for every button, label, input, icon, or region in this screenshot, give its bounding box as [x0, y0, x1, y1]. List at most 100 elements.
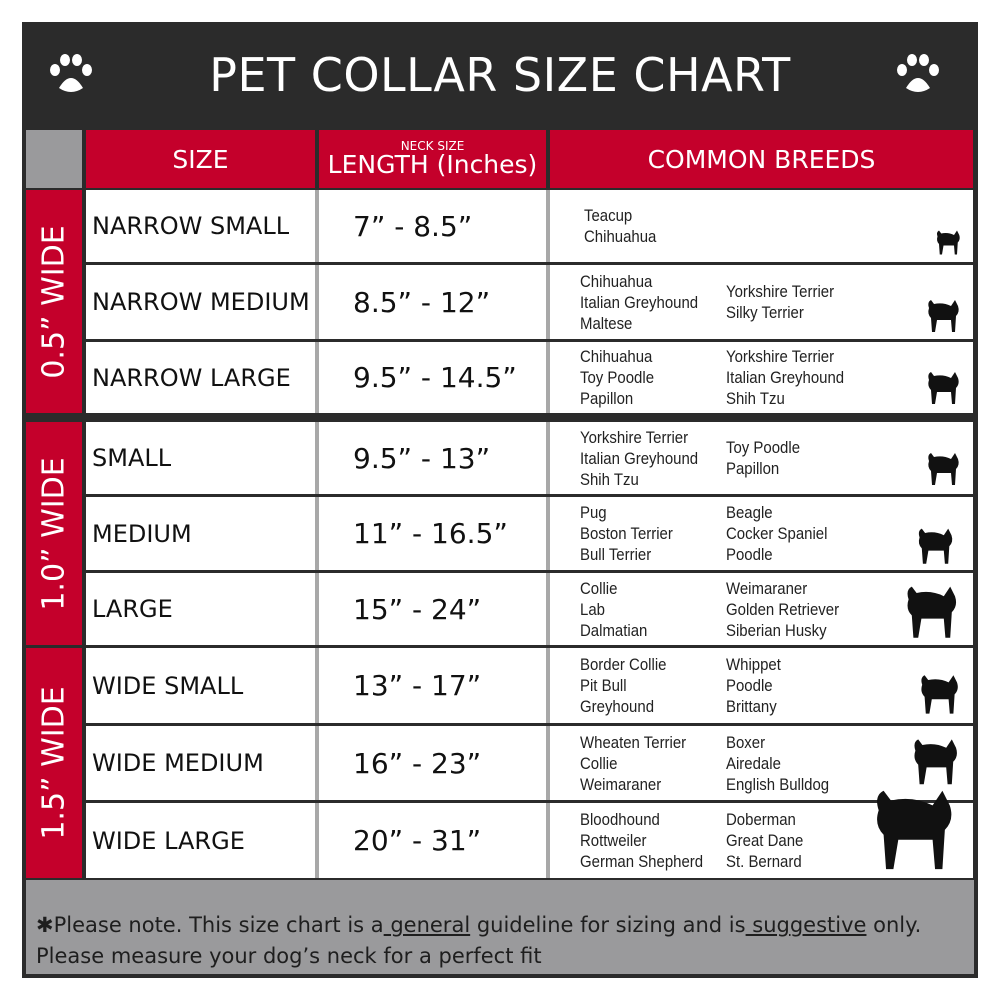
- length-cell: 15” - 24”: [319, 573, 546, 645]
- breed-name: Papillon: [580, 389, 634, 408]
- breeds-cell: Chihuahua Italian Greyhound Maltese Yorkshi…: [550, 265, 973, 339]
- paw-icon: [897, 54, 939, 92]
- breed-column: Bloodhound Rottweiler German Shepherd: [580, 803, 703, 878]
- dog-silhouette-icon: [877, 790, 952, 870]
- breed-name: Weimaraner: [726, 578, 808, 598]
- length-cell: 11” - 16.5”: [319, 497, 546, 570]
- breed-name: English Bulldog: [726, 774, 830, 794]
- breed-name: Wheaten Terrier: [580, 732, 687, 752]
- size-cell: WIDE SMALL: [86, 648, 315, 723]
- breeds-cell: Border Collie Pit Bull Greyhound Whippet Poo…: [550, 648, 973, 723]
- breed-name: Italian Greyhound: [580, 448, 699, 468]
- breed-name: Great Dane: [726, 831, 804, 850]
- dog-silhouette-icon: [928, 300, 959, 332]
- breed-name: Toy Poodle: [726, 438, 801, 457]
- breed-name: Brittany: [726, 697, 777, 716]
- table-row: LARGE 15” - 24” Collie Lab Dalmatian Weimar…: [86, 573, 973, 645]
- breeds-cell: Pug Boston Terrier Bull Terrier Beagle Cocke…: [550, 497, 973, 570]
- size-cell: SMALL: [86, 422, 315, 494]
- breed-name: Shih Tzu: [726, 389, 785, 408]
- breed-name: Golden Retriever: [726, 599, 840, 619]
- breed-name: Poodle: [726, 676, 773, 695]
- table-row: NARROW LARGE 9.5” - 14.5” Chihuahua Toy P…: [86, 342, 973, 413]
- dog-silhouette-icon: [918, 528, 953, 564]
- table-row: NARROW MEDIUM 8.5” - 12” Chihuahua Italia…: [86, 265, 973, 339]
- group-label: 0.5” WIDE: [26, 190, 82, 413]
- page-title: PET COLLAR SIZE CHART: [209, 48, 791, 102]
- breed-name: Bloodhound: [580, 810, 660, 829]
- breed-column: Toy Poodle Papillon: [726, 422, 800, 494]
- breed-name: Yorkshire Terrier: [726, 347, 835, 366]
- breed-name: German Shepherd: [580, 852, 704, 871]
- breed-column: Yorkshire Terrier Silky Terrier: [726, 265, 834, 339]
- breed-name: Toy Poodle: [580, 368, 655, 387]
- length-cell: 9.5” - 13”: [319, 422, 546, 494]
- size-cell: MEDIUM: [86, 497, 315, 570]
- note-general: general: [383, 913, 471, 937]
- length-cell: 7” - 8.5”: [319, 190, 546, 262]
- group-label: 1.0” WIDE: [26, 422, 82, 645]
- breed-column: Chihuahua Italian Greyhound Maltese: [580, 265, 698, 339]
- table-row: NARROW SMALL 7” - 8.5” Teacup Chihuahua: [86, 190, 973, 262]
- group-label-text: 1.0” WIDE: [36, 456, 72, 611]
- size-cell: WIDE LARGE: [86, 803, 315, 878]
- breeds-cell: Bloodhound Rottweiler German Shepherd Dober…: [550, 790, 973, 878]
- breed-name: Pug: [580, 503, 607, 522]
- breed-name: Cocker Spaniel: [726, 524, 828, 543]
- table-row: WIDE MEDIUM 16” - 23” Wheaten Terrier Col…: [86, 726, 973, 800]
- breed-name: Chihuahua: [580, 271, 653, 291]
- dog-silhouette-icon: [928, 453, 959, 485]
- breed-name: St. Bernard: [726, 852, 802, 871]
- dog-silhouette-icon: [937, 230, 960, 255]
- breed-column: Chihuahua Toy Poodle Papillon: [580, 342, 654, 413]
- breed-column: Whippet Poodle Brittany: [726, 648, 781, 723]
- header-neck-size: NECK SIZE: [400, 139, 465, 153]
- breed-column: Weimaraner Golden Retriever Siberian Husky: [726, 573, 839, 645]
- note-text: guideline for sizing and is: [470, 913, 746, 937]
- group-label: 1.5” WIDE: [26, 648, 82, 878]
- breed-name: Italian Greyhound: [580, 292, 699, 312]
- header-breeds: COMMON BREEDS: [550, 130, 973, 188]
- breed-name: Collie: [580, 578, 618, 598]
- breed-column: Boxer Airedale English Bulldog: [726, 726, 829, 800]
- breed-name: Silky Terrier: [726, 303, 804, 322]
- size-cell: NARROW MEDIUM: [86, 265, 315, 339]
- length-cell: 16” - 23”: [319, 726, 546, 800]
- dog-silhouette-icon: [921, 675, 958, 714]
- table-row: WIDE SMALL 13” - 17” Border Collie Pit Bu…: [86, 648, 973, 723]
- size-cell: WIDE MEDIUM: [86, 726, 315, 800]
- breed-column: Border Collie Pit Bull Greyhound: [580, 648, 666, 723]
- breed-name: Weimaraner: [580, 774, 662, 794]
- breeds-cell: Yorkshire Terrier Italian Greyhound Shih T…: [550, 422, 973, 494]
- paw-icon: [50, 54, 92, 92]
- length-cell: 20” - 31”: [319, 803, 546, 878]
- breed-name: Chihuahua: [584, 227, 657, 246]
- size-cell: LARGE: [86, 573, 315, 645]
- note-text: only.: [866, 913, 922, 937]
- breed-name: Shih Tzu: [580, 469, 639, 489]
- breed-name: Dalmatian: [580, 620, 648, 640]
- dog-silhouette-icon: [907, 586, 957, 638]
- breed-name: Border Collie: [580, 655, 667, 674]
- breed-column: Pug Boston Terrier Bull Terrier: [580, 497, 673, 570]
- note-suggestive: suggestive: [745, 913, 867, 937]
- breed-column: Teacup Chihuahua: [584, 190, 656, 262]
- footer-note: ✱Please note. This size chart is a gener…: [26, 880, 974, 974]
- breed-name: Chihuahua: [580, 347, 653, 366]
- breed-column: Beagle Cocker Spaniel Poodle: [726, 497, 827, 570]
- header-size: SIZE: [86, 130, 315, 188]
- breed-name: Greyhound: [580, 697, 655, 716]
- breed-name: Boxer: [726, 732, 766, 752]
- breed-name: Lab: [580, 599, 605, 619]
- breed-name: Whippet: [726, 655, 781, 674]
- breeds-cell: Chihuahua Toy Poodle Papillon Yorkshire Ter…: [550, 342, 973, 413]
- breed-name: Teacup: [584, 206, 633, 225]
- breed-column: Yorkshire Terrier Italian Greyhound Shih T…: [726, 342, 844, 413]
- size-cell: NARROW LARGE: [86, 342, 315, 413]
- breed-name: Yorkshire Terrier: [580, 427, 689, 447]
- breed-name: Poodle: [726, 545, 773, 564]
- dog-silhouette-icon: [928, 372, 959, 404]
- breed-name: Italian Greyhound: [726, 368, 845, 387]
- breed-name: Doberman: [726, 810, 796, 829]
- breed-name: Collie: [580, 753, 618, 773]
